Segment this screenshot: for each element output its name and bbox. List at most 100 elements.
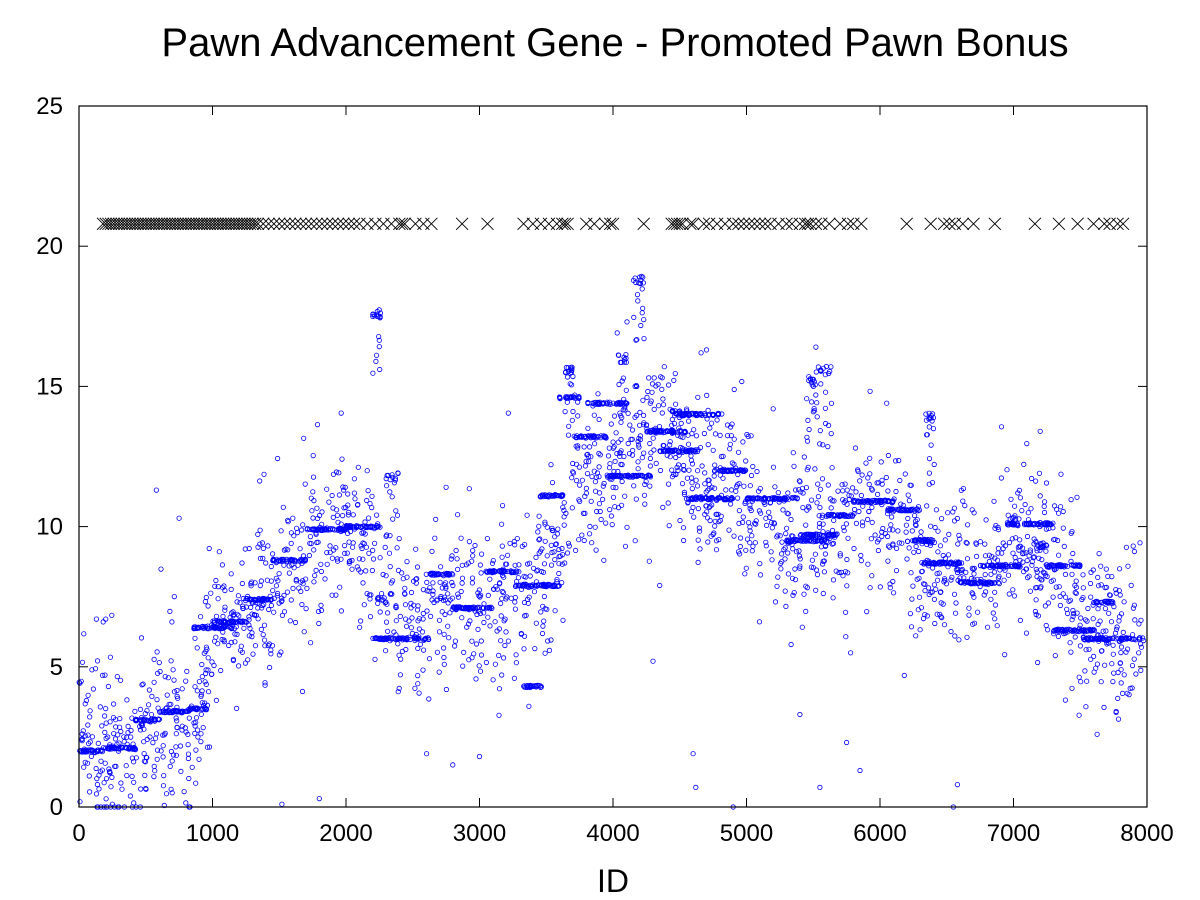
data-point — [855, 498, 861, 504]
data-point — [233, 619, 239, 625]
data-point — [1113, 708, 1119, 715]
data-point — [915, 548, 922, 555]
data-point — [969, 580, 975, 586]
data-point — [876, 480, 882, 486]
data-point — [926, 455, 933, 462]
data-point — [1130, 605, 1137, 611]
data-point — [204, 646, 210, 652]
data-point — [1029, 475, 1035, 482]
data-point — [290, 585, 296, 592]
data-point — [536, 523, 542, 529]
data-point — [388, 590, 394, 597]
data-point — [705, 441, 711, 448]
data-point — [642, 481, 648, 488]
data-point — [808, 379, 815, 385]
data-point — [496, 626, 502, 632]
data-point — [281, 609, 288, 615]
data-point — [329, 555, 335, 561]
data-point — [142, 710, 148, 717]
data-point — [230, 609, 236, 615]
data-point — [934, 577, 941, 583]
data-point — [1046, 564, 1052, 570]
data-point — [793, 549, 800, 555]
data-point — [969, 507, 975, 513]
data-point — [648, 398, 654, 404]
data-point — [629, 427, 636, 433]
data-point — [393, 604, 399, 610]
data-point — [641, 492, 648, 498]
data-point — [796, 548, 802, 554]
data-point — [237, 600, 243, 606]
data-point — [835, 488, 841, 494]
data-point — [736, 551, 743, 557]
data-point — [1115, 695, 1121, 702]
data-point — [316, 620, 322, 627]
data-point — [359, 545, 365, 552]
data-point — [154, 747, 161, 753]
data-point — [916, 575, 922, 581]
data-point — [430, 580, 436, 586]
data-point — [804, 434, 810, 440]
data-point — [612, 504, 618, 510]
data-point — [991, 569, 998, 575]
data-point — [1105, 573, 1111, 580]
data-point — [521, 573, 527, 579]
data-point — [955, 567, 961, 573]
data-point — [821, 569, 828, 575]
data-point — [620, 473, 626, 479]
data-point — [591, 412, 597, 418]
data-point — [662, 448, 669, 454]
data-point — [696, 495, 702, 501]
data-point — [705, 487, 711, 493]
data-point — [203, 644, 209, 650]
data-point — [257, 582, 263, 589]
data-point — [903, 522, 910, 528]
data-point — [198, 711, 204, 717]
data-point — [82, 759, 88, 765]
data-point — [669, 416, 675, 423]
x-marker — [988, 217, 1002, 231]
data-point — [349, 557, 355, 564]
data-point — [469, 638, 475, 644]
data-point — [480, 605, 486, 611]
data-point — [606, 399, 613, 405]
data-point — [940, 601, 946, 607]
data-point — [867, 455, 873, 461]
data-point — [1032, 585, 1039, 591]
data-point — [928, 537, 934, 543]
data-point — [916, 594, 923, 600]
x-marker — [561, 217, 574, 231]
data-point — [794, 536, 800, 543]
data-point — [250, 651, 256, 657]
data-point — [194, 625, 200, 631]
data-point — [830, 577, 837, 583]
data-point — [373, 635, 379, 641]
data-point — [1072, 634, 1078, 640]
data-point — [239, 580, 245, 587]
data-point — [551, 493, 557, 499]
data-point — [828, 505, 834, 511]
data-point — [200, 724, 206, 731]
data-point — [565, 365, 571, 371]
data-point — [1057, 602, 1064, 609]
data-point — [756, 508, 763, 514]
data-point — [872, 532, 878, 538]
data-point — [1076, 712, 1082, 718]
data-point — [107, 744, 113, 751]
data-point — [420, 616, 426, 622]
data-point — [142, 772, 148, 779]
data-point — [375, 313, 381, 319]
data-point — [345, 512, 351, 518]
data-point — [584, 470, 591, 477]
data-point — [946, 531, 952, 538]
data-point — [426, 696, 432, 702]
data-point — [576, 537, 582, 543]
data-point — [1042, 570, 1048, 576]
data-point — [546, 583, 553, 589]
data-point — [601, 480, 607, 487]
data-point — [869, 519, 875, 526]
data-point — [739, 378, 745, 385]
data-point — [612, 458, 618, 464]
data-point — [559, 561, 565, 567]
data-point — [1071, 627, 1077, 633]
